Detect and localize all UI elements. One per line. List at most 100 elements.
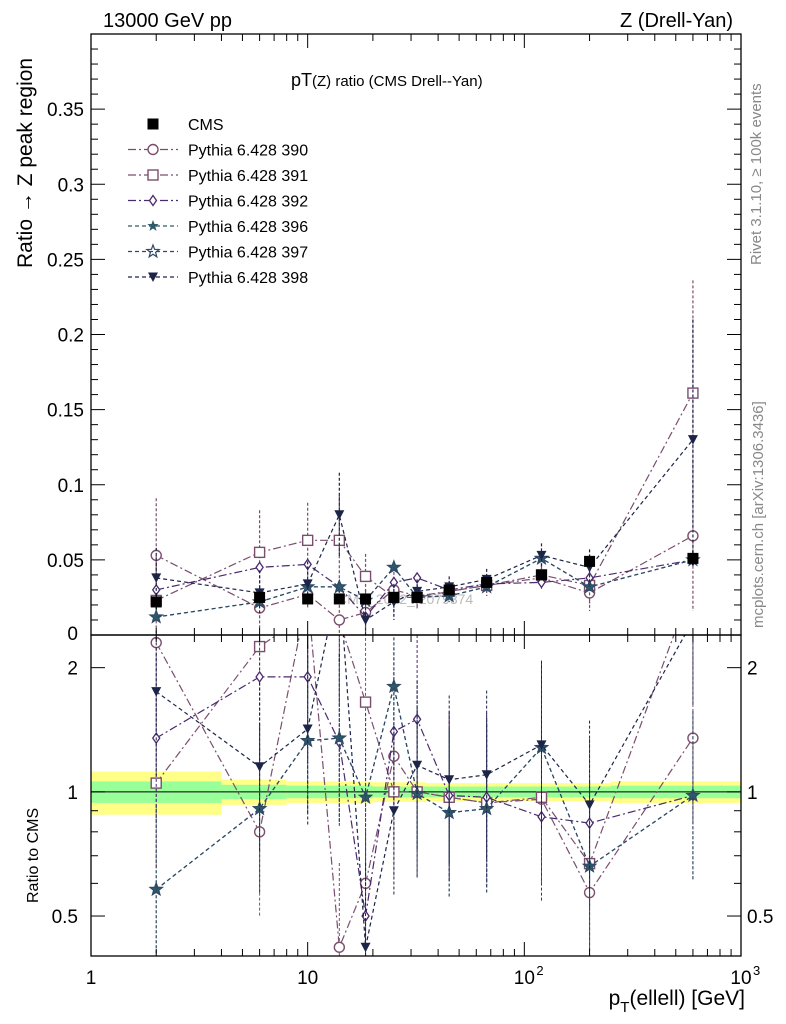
data-point	[584, 555, 596, 567]
series-line	[156, 557, 694, 618]
ratio-point	[581, 858, 598, 873]
data-point	[150, 596, 162, 608]
header-left: 13000 GeV pp	[103, 10, 232, 32]
plot-title: pT(Z) ratio (CMS Drell--Yan)	[291, 70, 483, 90]
ratio-point	[685, 787, 701, 803]
ratio-point	[687, 789, 699, 801]
y-tick-label: 0.3	[58, 175, 84, 196]
ratio-tick-label-right: 1	[747, 783, 758, 804]
xlabel-rest: (ellell) [GeV]	[629, 987, 745, 1010]
series-pythia-6-428-397	[148, 550, 701, 624]
ratio-line	[155, 635, 675, 865]
ratio-tick-label-right: 2	[747, 659, 758, 680]
series-line	[156, 557, 694, 618]
series-pythia-6-428-396	[150, 552, 699, 622]
series-line	[155, 392, 694, 601]
series-pythia-6-428-398	[151, 319, 698, 635]
plot-title-sub: (Z) ratio (CMS Drell--Yan)	[312, 73, 483, 90]
x-tick-label: 10	[730, 968, 751, 989]
legend: CMS Pythia 6.428 390 Pythia 6.428 391 Pythi…	[128, 117, 308, 287]
data-point	[360, 593, 372, 605]
ratio-series-pythia-6-428-390	[150, 635, 699, 956]
data-point	[334, 510, 345, 520]
y-zero-label: 0	[67, 624, 78, 645]
ratio-point	[386, 678, 402, 694]
ratio-series-pythia-6-428-397	[148, 635, 701, 956]
ratio-point	[584, 800, 595, 810]
data-point	[386, 559, 402, 574]
series-pythia-6-428-391	[150, 280, 699, 635]
series-line	[156, 559, 694, 618]
y-tick-label: 0.05	[47, 551, 84, 572]
ratio-point	[148, 881, 165, 897]
legend-entry-pythia-6-428-398: Pythia 6.428 398	[128, 270, 308, 287]
legend-entry-pythia-6-428-391: Pythia 6.428 391	[128, 168, 308, 185]
ratio-tick-label-left: 1	[67, 783, 78, 804]
ratio-point	[151, 687, 162, 697]
ratio-point	[441, 804, 458, 820]
data-point	[301, 534, 314, 547]
ratio-series-pythia-6-428-398	[151, 616, 698, 956]
ratio-point	[357, 789, 374, 805]
legend-marker	[145, 243, 161, 259]
data-point	[303, 558, 312, 571]
ratio-tick-label-right: 0.5	[747, 907, 773, 928]
legend-entry-pythia-6-428-392: Pythia 6.428 392	[128, 194, 308, 211]
data-point	[388, 591, 400, 603]
data-point	[360, 615, 371, 625]
ratio-point	[688, 616, 698, 626]
legend-label: Pythia 6.428 397	[188, 245, 308, 262]
mcplots-label: mcplots.cern.ch [arXiv:1306.3436]	[750, 401, 767, 628]
y-tick-label: 0.1	[58, 476, 84, 497]
data-point	[359, 570, 372, 583]
data-point	[535, 569, 547, 581]
series-line	[155, 535, 694, 621]
data-point	[443, 584, 455, 596]
series-line	[156, 439, 694, 621]
ratio-point	[359, 696, 372, 708]
ratio-line	[155, 676, 694, 917]
ratio-point	[388, 680, 400, 692]
data-point	[581, 578, 598, 594]
legend-entry-pythia-6-428-397: Pythia 6.428 397	[128, 243, 308, 262]
data-point	[411, 591, 423, 603]
ratio-point	[251, 800, 268, 816]
ratio-point	[333, 941, 346, 953]
ratio-point	[388, 750, 400, 762]
ratio-point	[303, 609, 313, 619]
data-point	[148, 608, 165, 624]
plot-title-main: pT	[291, 70, 312, 90]
legend-marker	[147, 118, 159, 130]
ratio-series-pythia-6-428-391	[150, 609, 694, 948]
ratio-point	[299, 732, 316, 748]
ratio-point	[360, 942, 371, 953]
data-point	[302, 593, 314, 605]
ratio-band-layer	[91, 771, 741, 815]
xlabel-main: p	[609, 987, 621, 1010]
xlabel-sub: T	[620, 999, 629, 1016]
x-tick-label: 1	[86, 968, 97, 989]
ratio-point	[444, 775, 455, 785]
ratio-tick-label-left: 2	[67, 659, 78, 680]
data-point	[412, 571, 422, 585]
legend-label: Pythia 6.428 390	[188, 143, 308, 160]
header-right: Z (Drell-Yan)	[620, 10, 733, 32]
data-point	[302, 579, 313, 589]
data-point	[254, 591, 266, 603]
data-point	[412, 586, 423, 597]
data-point	[331, 578, 348, 594]
data-point	[687, 435, 698, 445]
analysis-watermark: CMS_2022_I2079374	[337, 591, 473, 607]
ratio-point	[536, 740, 547, 750]
bottom-frame	[90, 634, 742, 957]
x-tick-label: 10	[514, 968, 535, 989]
ratio-point	[388, 806, 399, 816]
legend-label: Pythia 6.428 396	[188, 219, 308, 236]
data-point	[389, 576, 399, 589]
ratio-line	[155, 635, 686, 948]
legend-marker	[147, 143, 159, 156]
ratio-point	[533, 739, 550, 755]
bottom-ylabel: Ratio to CMS	[25, 808, 42, 903]
data-point	[333, 580, 345, 592]
